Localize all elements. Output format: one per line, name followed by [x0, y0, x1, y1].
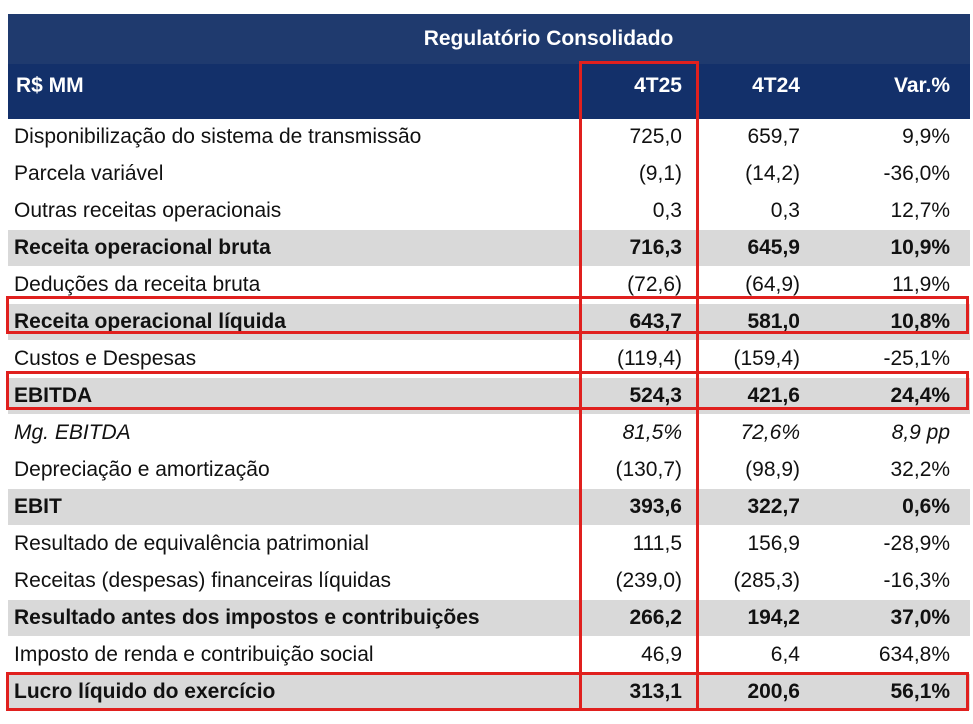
- column-header-4t25: 4T25: [580, 64, 704, 119]
- value-4t25: 46,9: [580, 636, 704, 674]
- value-4t24: 156,9: [704, 525, 822, 563]
- value-4t24: 72,6%: [704, 414, 822, 452]
- value-4t24: 6,4: [704, 636, 822, 674]
- row-label: Receitas (despesas) financeiras líquidas: [8, 562, 580, 600]
- row-label: EBITDA: [8, 377, 580, 415]
- value-4t25: (130,7): [580, 451, 704, 489]
- unit-label: R$ MM: [8, 64, 580, 119]
- value-4t25: 643,7: [580, 303, 704, 341]
- table-row: Custos e Despesas (119,4) (159,4) -25,1%: [8, 340, 971, 378]
- value-var: -28,9%: [822, 525, 971, 563]
- value-var: 0,6%: [822, 488, 971, 526]
- value-var: 8,9 pp: [822, 414, 971, 452]
- value-4t24: 0,3: [704, 192, 822, 230]
- header-row: R$ MM 4T25 4T24 Var.%: [8, 64, 971, 119]
- value-4t25: 725,0: [580, 119, 704, 156]
- value-4t24: (285,3): [704, 562, 822, 600]
- value-4t25: (239,0): [580, 562, 704, 600]
- table-row: Deduções da receita bruta (72,6) (64,9) …: [8, 266, 971, 304]
- row-label: Resultado de equivalência patrimonial: [8, 525, 580, 563]
- value-var: -25,1%: [822, 340, 971, 378]
- table-row: Outras receitas operacionais 0,3 0,3 12,…: [8, 192, 971, 230]
- financial-table: Regulatório Consolidado R$ MM 4T25 4T24 …: [8, 14, 971, 711]
- row-label: Receita operacional líquida: [8, 303, 580, 341]
- value-var: 10,9%: [822, 229, 971, 267]
- column-header-4t24: 4T24: [704, 64, 822, 119]
- value-4t25: 81,5%: [580, 414, 704, 452]
- column-header-var: Var.%: [822, 64, 971, 119]
- table-row: Depreciação e amortização (130,7) (98,9)…: [8, 451, 971, 489]
- value-4t24: (64,9): [704, 266, 822, 304]
- row-label: Mg. EBITDA: [8, 414, 580, 452]
- table-title: Regulatório Consolidado: [8, 14, 971, 64]
- table-row: Parcela variável (9,1) (14,2) -36,0%: [8, 155, 971, 193]
- value-4t25: 716,3: [580, 229, 704, 267]
- value-4t25: 524,3: [580, 377, 704, 415]
- value-4t24: 194,2: [704, 599, 822, 637]
- value-var: 37,0%: [822, 599, 971, 637]
- row-label: Outras receitas operacionais: [8, 192, 580, 230]
- value-var: 9,9%: [822, 119, 971, 156]
- row-label: Parcela variável: [8, 155, 580, 193]
- value-4t25: (9,1): [580, 155, 704, 193]
- value-4t25: 313,1: [580, 673, 704, 711]
- value-var: 24,4%: [822, 377, 971, 415]
- row-label: Depreciação e amortização: [8, 451, 580, 489]
- value-var: 10,8%: [822, 303, 971, 341]
- value-4t25: 393,6: [580, 488, 704, 526]
- value-4t24: 200,6: [704, 673, 822, 711]
- value-var: -36,0%: [822, 155, 971, 193]
- row-label: Imposto de renda e contribuição social: [8, 636, 580, 674]
- table-row: Imposto de renda e contribuição social 4…: [8, 636, 971, 674]
- table-row: Disponibilização do sistema de transmiss…: [8, 119, 971, 156]
- value-4t24: (159,4): [704, 340, 822, 378]
- row-label: Custos e Despesas: [8, 340, 580, 378]
- row-label: Deduções da receita bruta: [8, 266, 580, 304]
- value-var: -16,3%: [822, 562, 971, 600]
- margin-row: Mg. EBITDA 81,5% 72,6% 8,9 pp: [8, 414, 971, 452]
- row-label: Lucro líquido do exercício: [8, 673, 580, 711]
- row-label: Disponibilização do sistema de transmiss…: [8, 119, 580, 156]
- value-var: 634,8%: [822, 636, 971, 674]
- title-row: Regulatório Consolidado: [8, 14, 971, 64]
- value-4t25: 266,2: [580, 599, 704, 637]
- value-4t24: (98,9): [704, 451, 822, 489]
- subtotal-row: Receita operacional bruta 716,3 645,9 10…: [8, 229, 971, 267]
- value-var: 32,2%: [822, 451, 971, 489]
- value-4t25: (119,4): [580, 340, 704, 378]
- row-label: Resultado antes dos impostos e contribui…: [8, 599, 580, 637]
- subtotal-row: EBITDA 524,3 421,6 24,4%: [8, 377, 971, 415]
- value-4t24: 645,9: [704, 229, 822, 267]
- value-var: 12,7%: [822, 192, 971, 230]
- row-label: Receita operacional bruta: [8, 229, 580, 267]
- financial-table-container: Regulatório Consolidado R$ MM 4T25 4T24 …: [8, 14, 971, 711]
- value-4t24: 581,0: [704, 303, 822, 341]
- subtotal-row: EBIT 393,6 322,7 0,6%: [8, 488, 971, 526]
- row-label: EBIT: [8, 488, 580, 526]
- value-4t24: 659,7: [704, 119, 822, 156]
- value-4t25: (72,6): [580, 266, 704, 304]
- value-var: 11,9%: [822, 266, 971, 304]
- subtotal-row: Receita operacional líquida 643,7 581,0 …: [8, 303, 971, 341]
- value-4t24: (14,2): [704, 155, 822, 193]
- value-var: 56,1%: [822, 673, 971, 711]
- value-4t24: 322,7: [704, 488, 822, 526]
- table-row: Receitas (despesas) financeiras líquidas…: [8, 562, 971, 600]
- subtotal-row: Resultado antes dos impostos e contribui…: [8, 599, 971, 637]
- value-4t25: 111,5: [580, 525, 704, 563]
- table-row: Resultado de equivalência patrimonial 11…: [8, 525, 971, 563]
- value-4t24: 421,6: [704, 377, 822, 415]
- subtotal-row: Lucro líquido do exercício 313,1 200,6 5…: [8, 673, 971, 711]
- value-4t25: 0,3: [580, 192, 704, 230]
